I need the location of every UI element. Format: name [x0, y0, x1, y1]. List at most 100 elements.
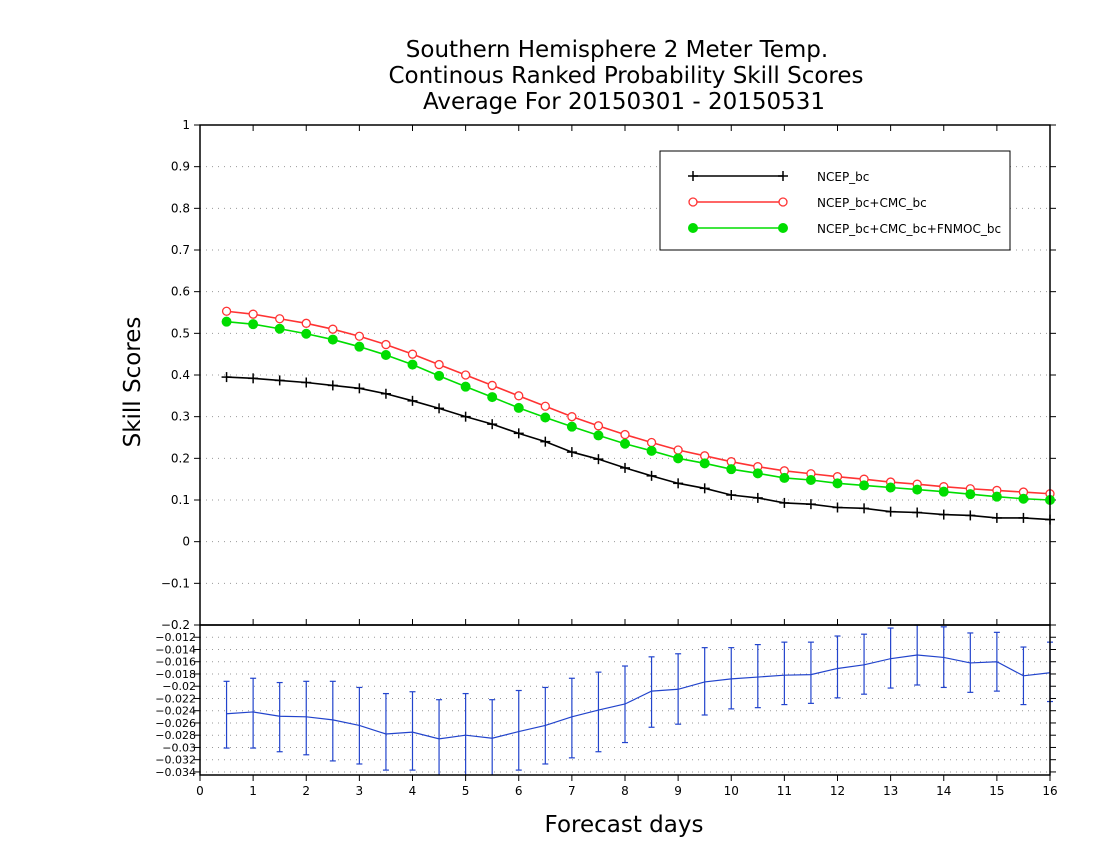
bottom-y-tick-label: −0.016	[155, 656, 196, 669]
filled-circle-marker	[380, 350, 391, 360]
title-line-1: Southern Hemisphere 2 Meter Temp.	[406, 37, 828, 63]
x-axis-label: Forecast days	[545, 812, 704, 838]
x-tick-label: 8	[621, 784, 629, 798]
open-circle-marker	[567, 412, 577, 422]
bottom-y-tick-label: −0.034	[155, 766, 196, 779]
series-0	[221, 372, 1055, 525]
open-circle-marker	[460, 370, 471, 380]
legend-label: NCEP_bc+CMC_bc	[817, 196, 927, 210]
x-tick-label: 4	[409, 784, 417, 798]
plus-marker	[779, 497, 790, 508]
filled-circle-marker	[805, 475, 816, 485]
bottom-y-tick-label: −0.014	[155, 643, 196, 656]
plus-marker	[912, 507, 923, 518]
open-circle-marker	[646, 437, 657, 448]
filled-circle-marker	[832, 478, 843, 489]
top-y-tick-label: 0.7	[171, 243, 190, 257]
bottom-y-tick-label: −0.018	[155, 668, 196, 681]
top-y-tick-label: −0.2	[161, 618, 190, 632]
top-y-tick-label: −0.1	[161, 576, 190, 590]
plus-marker	[752, 492, 763, 503]
open-circle-marker	[778, 197, 788, 207]
legend-entry-2: NCEP_bc+CMC_bc+FNMOC_bc	[688, 222, 1001, 236]
plus-marker	[646, 470, 657, 481]
plus-marker	[248, 373, 259, 384]
filled-circle-marker	[248, 319, 259, 330]
series-line	[226, 310, 1051, 495]
top-y-tick-label: 0.2	[171, 451, 190, 465]
x-tick-label: 14	[936, 784, 951, 798]
filled-circle-marker	[699, 458, 710, 469]
bottom-panel-grid	[200, 636, 1050, 773]
plus-marker	[938, 509, 949, 520]
filled-circle-marker	[434, 370, 445, 381]
open-circle-marker	[381, 339, 391, 350]
filled-circle-marker	[778, 223, 788, 233]
x-tick-label: 11	[777, 784, 792, 798]
difference-series	[223, 624, 1053, 775]
plus-marker	[688, 171, 698, 181]
filled-circle-marker	[620, 438, 630, 449]
filled-circle-marker	[1018, 493, 1029, 504]
top-y-tick-label: 0	[182, 535, 190, 549]
filled-circle-marker	[301, 328, 312, 339]
difference-line	[226, 654, 1051, 740]
plus-marker	[699, 483, 710, 494]
plus-marker	[380, 388, 391, 399]
bottom-panel-frame	[199, 624, 1051, 776]
filled-circle-marker	[487, 392, 498, 403]
plus-marker	[593, 454, 604, 465]
plus-marker	[965, 510, 976, 521]
filled-circle-marker	[965, 489, 976, 500]
legend: NCEP_bc NCEP_bc+CMC_bc NCEP_bc+CMC_bc+FNMO…	[659, 150, 1011, 251]
bottom-y-tick-label: −0.012	[155, 631, 196, 644]
bottom-y-tick-label: −0.032	[155, 754, 196, 767]
top-y-tick-label: 0.9	[171, 160, 190, 174]
x-tick-label: 2	[302, 784, 310, 798]
chart-title: Southern Hemisphere 2 Meter Temp. Contin…	[388, 37, 863, 115]
skill-series	[221, 306, 1055, 525]
top-y-tick-label: 0.3	[171, 410, 190, 424]
plus-marker	[1018, 512, 1029, 523]
plot-frames	[199, 124, 1051, 776]
title-line-3: Average For 20150301 - 20150531	[423, 89, 825, 115]
open-circle-marker	[354, 331, 365, 341]
filled-circle-marker	[912, 484, 923, 495]
legend-label: NCEP_bc+CMC_bc+FNMOC_bc	[817, 222, 1001, 236]
open-circle-marker	[275, 314, 285, 324]
open-circle-marker	[514, 391, 524, 401]
filled-circle-marker	[566, 421, 577, 432]
plus-marker	[434, 403, 445, 414]
plus-marker	[859, 503, 870, 514]
x-tick-label: 13	[883, 784, 898, 798]
open-circle-marker	[620, 429, 630, 440]
open-circle-marker	[593, 421, 604, 431]
plus-marker	[460, 411, 471, 422]
open-circle-marker	[673, 445, 683, 455]
x-tick-label: 6	[515, 784, 523, 798]
open-circle-marker	[487, 380, 497, 391]
plus-marker	[274, 375, 285, 386]
open-circle-marker	[407, 349, 418, 359]
bottom-panel-y-ticks: −0.012−0.014−0.016−0.018−0.02−0.022−0.02…	[155, 631, 1056, 779]
filled-circle-marker	[221, 316, 232, 327]
top-y-tick-label: 0.5	[171, 326, 190, 340]
bottom-y-tick-label: −0.024	[155, 705, 196, 718]
plus-marker	[566, 447, 577, 458]
legend-label: NCEP_bc	[817, 170, 869, 184]
filled-circle-marker	[407, 359, 418, 370]
filled-circle-marker	[859, 480, 870, 491]
filled-circle-marker	[646, 445, 657, 456]
plus-marker	[540, 436, 551, 447]
filled-circle-marker	[540, 412, 551, 423]
series-1	[221, 306, 1055, 499]
plus-marker	[327, 380, 338, 391]
x-tick-label: 12	[830, 784, 845, 798]
top-panel-y-ticks: −0.2 −0.1 0 0.1 0.2 0.3 0.4 0.5 0.6 0.7 0.8 0.9 1	[161, 118, 1056, 632]
filled-circle-marker	[688, 223, 698, 233]
x-tick-label: 0	[196, 784, 204, 798]
filled-circle-marker	[513, 402, 524, 413]
top-y-tick-label: 0.1	[171, 493, 190, 507]
filled-circle-marker	[991, 491, 1002, 502]
